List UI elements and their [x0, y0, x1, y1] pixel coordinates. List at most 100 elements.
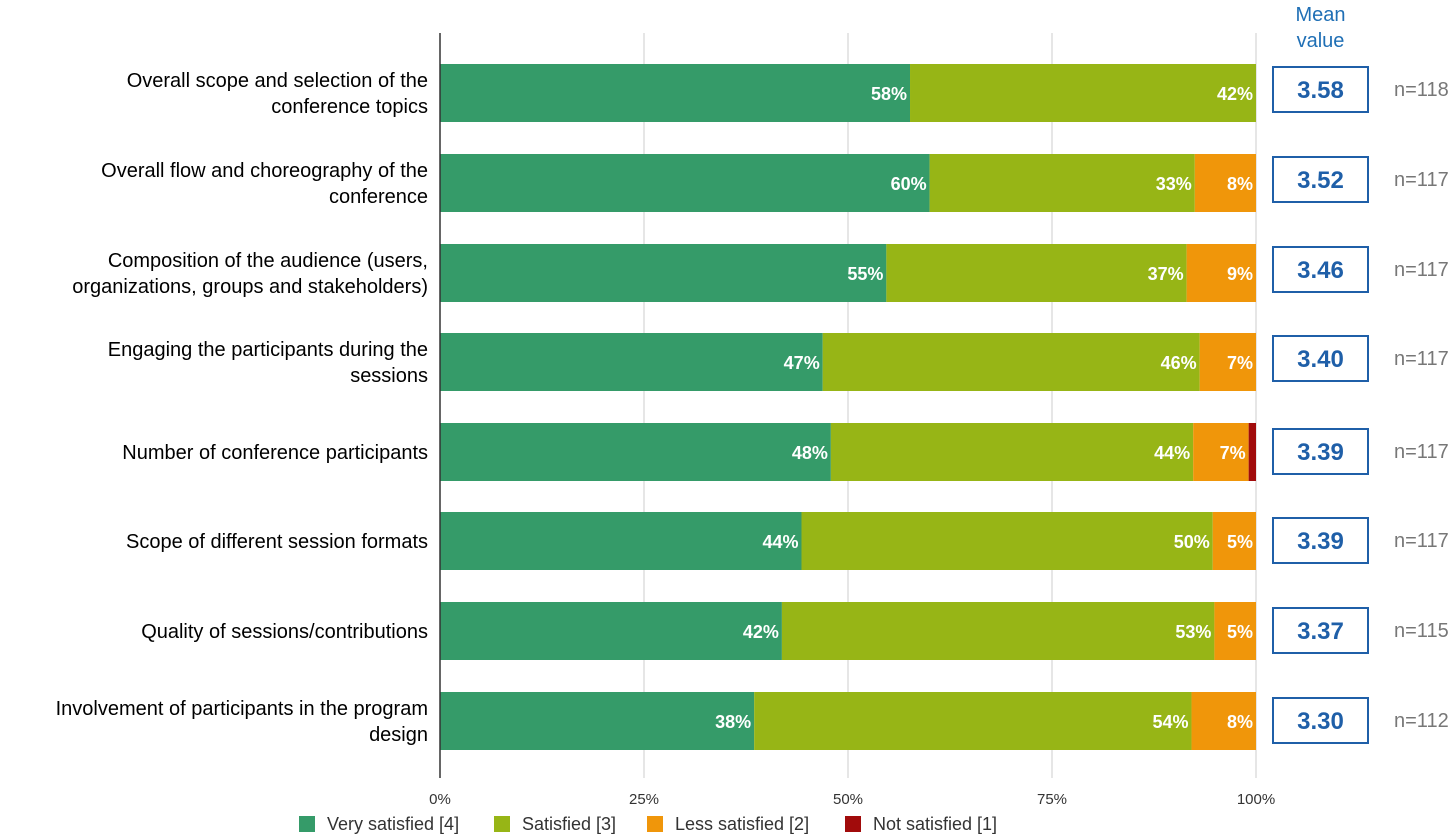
- bar-value-label: 54%: [1153, 712, 1189, 732]
- bar-value-label: 9%: [1227, 264, 1253, 284]
- legend-label: Less satisfied [2]: [675, 814, 809, 834]
- bar-segment: [440, 244, 887, 302]
- category-label: Scope of different session formats: [126, 531, 428, 553]
- bar-value-label: 5%: [1227, 532, 1253, 552]
- bar-segment: [1191, 692, 1256, 750]
- bar-segment: [440, 602, 782, 660]
- category-label: Quality of sessions/contributions: [141, 621, 428, 643]
- category-label: conference topics: [271, 96, 428, 118]
- n-count-label: n=118: [1394, 79, 1449, 101]
- bar-value-label: 7%: [1227, 353, 1253, 373]
- legend-swatch: [845, 816, 861, 832]
- legend-label: Satisfied [3]: [522, 814, 616, 834]
- mean-value: 3.30: [1297, 708, 1344, 735]
- x-tick-label: 0%: [429, 791, 451, 808]
- bar-value-label: 8%: [1227, 712, 1253, 732]
- bar-value-label: 44%: [762, 532, 798, 552]
- mean-header: value: [1297, 30, 1345, 52]
- bar-segment: [440, 692, 755, 750]
- x-tick-label: 25%: [629, 791, 659, 808]
- bar-segment: [830, 423, 1194, 481]
- x-tick-label: 100%: [1237, 791, 1275, 808]
- category-label: Composition of the audience (users,: [108, 250, 428, 272]
- bar-segment: [1212, 512, 1256, 570]
- category-label: Overall scope and selection of the: [127, 70, 428, 92]
- category-label: sessions: [350, 365, 428, 387]
- category-label: Number of conference participants: [122, 442, 428, 464]
- n-count-label: n=117: [1394, 441, 1449, 463]
- n-count-label: n=117: [1394, 169, 1449, 191]
- bar-value-label: 8%: [1227, 174, 1253, 194]
- bar-segment: [1186, 244, 1256, 302]
- mean-value-box: [1272, 607, 1369, 654]
- mean-value: 3.52: [1297, 167, 1344, 194]
- category-label: Engaging the participants during the: [108, 339, 428, 361]
- bar-segment: [781, 602, 1215, 660]
- bar-value-label: 48%: [792, 443, 828, 463]
- bar-segment: [754, 692, 1192, 750]
- bar-segment: [822, 333, 1200, 391]
- legend-label: Not satisfied [1]: [873, 814, 997, 834]
- bar-segment: [1248, 423, 1256, 481]
- bar-value-label: 53%: [1175, 622, 1211, 642]
- bar-value-label: 55%: [847, 264, 883, 284]
- category-label: conference: [329, 186, 428, 208]
- bar-value-label: 44%: [1154, 443, 1190, 463]
- bar-segment: [886, 244, 1187, 302]
- mean-value: 3.46: [1297, 257, 1344, 284]
- n-count-label: n=112: [1394, 710, 1449, 732]
- bar-value-label: 50%: [1174, 532, 1210, 552]
- mean-value: 3.37: [1297, 618, 1344, 645]
- mean-value: 3.39: [1297, 439, 1344, 466]
- bar-value-label: 58%: [871, 84, 907, 104]
- mean-value-box: [1272, 697, 1369, 744]
- mean-value-box: [1272, 335, 1369, 382]
- mean-value: 3.58: [1297, 77, 1344, 104]
- bar-value-label: 5%: [1227, 622, 1253, 642]
- bar-value-label: 42%: [1217, 84, 1253, 104]
- legend-label: Very satisfied [4]: [327, 814, 459, 834]
- bar-segment: [1194, 154, 1256, 212]
- n-count-label: n=117: [1394, 530, 1449, 552]
- mean-value-box: [1272, 66, 1369, 113]
- category-label: Overall flow and choreography of the: [101, 160, 428, 182]
- bar-segment: [801, 512, 1213, 570]
- bar-segment: [440, 333, 823, 391]
- legend-swatch: [494, 816, 510, 832]
- bar-segment: [440, 64, 911, 122]
- bar-value-label: 42%: [743, 622, 779, 642]
- bar-segment: [440, 512, 802, 570]
- category-label: Involvement of participants in the progr…: [56, 698, 428, 720]
- mean-header: Mean: [1295, 4, 1345, 26]
- bar-value-label: 60%: [891, 174, 927, 194]
- bar-segment: [929, 154, 1195, 212]
- x-tick-label: 75%: [1037, 791, 1067, 808]
- bar-segment: [1193, 423, 1249, 481]
- n-count-label: n=117: [1394, 348, 1449, 370]
- bar-segment: [440, 154, 930, 212]
- bar-segment: [910, 64, 1256, 122]
- bar-segment: [440, 423, 831, 481]
- bar-segment: [1214, 602, 1256, 660]
- category-label: organizations, groups and stakeholders): [72, 276, 428, 298]
- mean-value-box: [1272, 428, 1369, 475]
- legend-swatch: [299, 816, 315, 832]
- n-count-label: n=117: [1394, 259, 1449, 281]
- n-count-label: n=115: [1394, 620, 1449, 642]
- bar-value-label: 46%: [1161, 353, 1197, 373]
- mean-value-box: [1272, 156, 1369, 203]
- mean-value: 3.40: [1297, 346, 1344, 373]
- bar-value-label: 7%: [1220, 443, 1246, 463]
- x-tick-label: 50%: [833, 791, 863, 808]
- bar-value-label: 47%: [784, 353, 820, 373]
- mean-value: 3.39: [1297, 528, 1344, 555]
- bar-segment: [1199, 333, 1256, 391]
- mean-value-box: [1272, 246, 1369, 293]
- bar-value-label: 38%: [715, 712, 751, 732]
- bar-value-label: 37%: [1148, 264, 1184, 284]
- bar-value-label: 33%: [1156, 174, 1192, 194]
- mean-value-box: [1272, 517, 1369, 564]
- legend-swatch: [647, 816, 663, 832]
